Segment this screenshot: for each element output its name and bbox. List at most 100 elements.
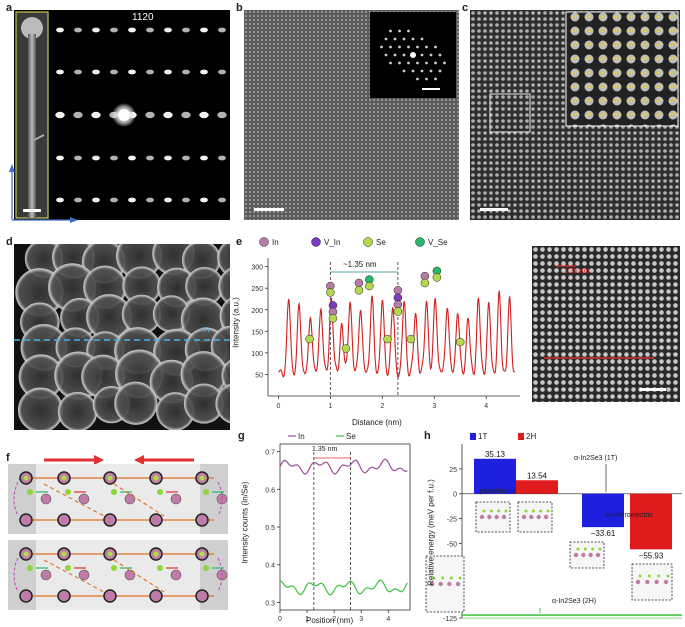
diffraction-spot <box>74 197 82 203</box>
fft-spot <box>410 52 416 58</box>
structure-atom <box>647 574 651 578</box>
energy-bar-label: −33.61 <box>591 529 616 538</box>
diffraction-spot <box>146 197 154 203</box>
structure-atom <box>494 514 499 520</box>
diffraction-spot <box>110 69 118 75</box>
fft-spot <box>416 61 419 65</box>
profile-y-tick-label: 100 <box>251 351 263 358</box>
fft-spot <box>429 53 433 57</box>
diffraction-spot <box>128 69 136 75</box>
profile-atom-marker <box>393 286 403 295</box>
profile-ylabel: Intensity (a.u.) <box>231 297 241 348</box>
diffraction-spot <box>56 27 64 33</box>
diffraction-spot <box>55 111 65 119</box>
diffraction-spot <box>199 111 209 119</box>
structure-atom <box>521 514 527 520</box>
in-se-profile-chart: 0.3 0.4 0.5 0.6 0.7 0 1 2 3 4 <box>265 435 411 623</box>
energy-bar-2h-para <box>516 480 558 494</box>
diffraction-spot <box>74 27 82 33</box>
diffraction-spot <box>146 155 154 161</box>
h-phase-para: paraelectric <box>480 488 517 495</box>
in-atom <box>170 569 182 581</box>
profile-x-tick-label: 4 <box>484 403 488 410</box>
g-plot-frame <box>279 443 411 611</box>
h-legend-1t-swatch <box>470 433 476 440</box>
profile-atom-marker <box>341 344 351 353</box>
structure-atom <box>432 576 436 580</box>
diffraction-spot <box>164 27 172 33</box>
g-y-tick-label: 0.6 <box>265 487 275 494</box>
polarization-arrow-right-head <box>94 455 104 465</box>
fft-spot <box>393 53 397 57</box>
diffraction-spot <box>110 27 118 33</box>
g-series-se <box>279 579 408 596</box>
structure-atom <box>635 579 641 585</box>
structure-atom <box>489 509 493 513</box>
structure-atom <box>654 579 659 585</box>
profile-line <box>278 290 516 378</box>
diffraction-spot <box>146 27 154 33</box>
domain-bubble <box>215 383 230 424</box>
dashed-bond <box>13 481 223 517</box>
diffraction-spot <box>164 155 172 161</box>
h-y-tick-label: -125 <box>443 616 457 623</box>
profile-x-tick-label: 1 <box>328 403 332 410</box>
panel-label-h: h <box>424 430 431 442</box>
profile-y-tick-label: 250 <box>251 286 263 293</box>
atomic-resolution-image <box>470 10 680 220</box>
profile-inset-image: 1.35 nm <box>532 246 680 402</box>
in-atom <box>170 493 182 505</box>
h-legend-2h: 2H <box>526 432 537 441</box>
g-series-in <box>279 458 408 475</box>
polarization-arrow-left-head <box>134 455 144 465</box>
legend-label-in: In <box>272 238 279 247</box>
profile-atom-marker <box>305 334 314 344</box>
domain-bubble <box>218 267 230 306</box>
structure-atom <box>546 509 550 513</box>
g-y-tick-label: 0.7 <box>265 450 275 457</box>
legend-label-v-se: V_Se <box>428 238 448 247</box>
diffraction-spot <box>218 155 226 161</box>
polarization-schematic <box>8 455 228 610</box>
domain-bubble <box>217 244 230 277</box>
fft-spot <box>411 69 415 73</box>
se-atom <box>203 565 209 571</box>
profile-atom-marker <box>393 307 403 316</box>
fft-spot <box>398 61 401 65</box>
fft-spot <box>420 53 424 57</box>
in-atom <box>149 513 163 527</box>
in-atom <box>78 569 90 581</box>
diffraction-spot <box>74 69 82 75</box>
diffraction-spot <box>218 69 226 75</box>
energy-bar-1t-para <box>474 458 516 494</box>
profile-atom-marker <box>420 278 430 288</box>
fft-spot <box>384 37 388 41</box>
structure-atom <box>441 576 445 580</box>
legend-label-v-in: V_In <box>324 238 340 247</box>
fft-spot <box>438 53 442 57</box>
fft-spot <box>398 29 401 33</box>
dashed-bond <box>43 559 165 593</box>
diffraction-spot <box>182 197 190 203</box>
profile-atom-marker <box>383 334 392 344</box>
fft-spot <box>402 69 406 73</box>
diffraction-spot <box>146 69 154 75</box>
diffraction-spot <box>110 155 118 161</box>
diffraction-spot <box>181 111 191 119</box>
se-atom <box>65 489 71 495</box>
panel-label-e: e <box>236 236 243 248</box>
panel-label-b: b <box>236 2 243 14</box>
diffraction-spot <box>164 69 172 75</box>
fft-spot <box>389 45 392 49</box>
structure-atom <box>482 509 486 513</box>
diffraction-spot <box>182 69 190 75</box>
structure-atom <box>536 514 541 520</box>
se-atom <box>61 475 67 481</box>
fft-spot <box>411 37 415 41</box>
fft-spot <box>407 61 410 65</box>
diffraction-spot <box>56 69 64 75</box>
structure-atom <box>458 576 462 580</box>
in-atom <box>40 569 52 581</box>
structure-atom <box>524 509 528 513</box>
profile-x-tick-label: 3 <box>432 403 436 410</box>
